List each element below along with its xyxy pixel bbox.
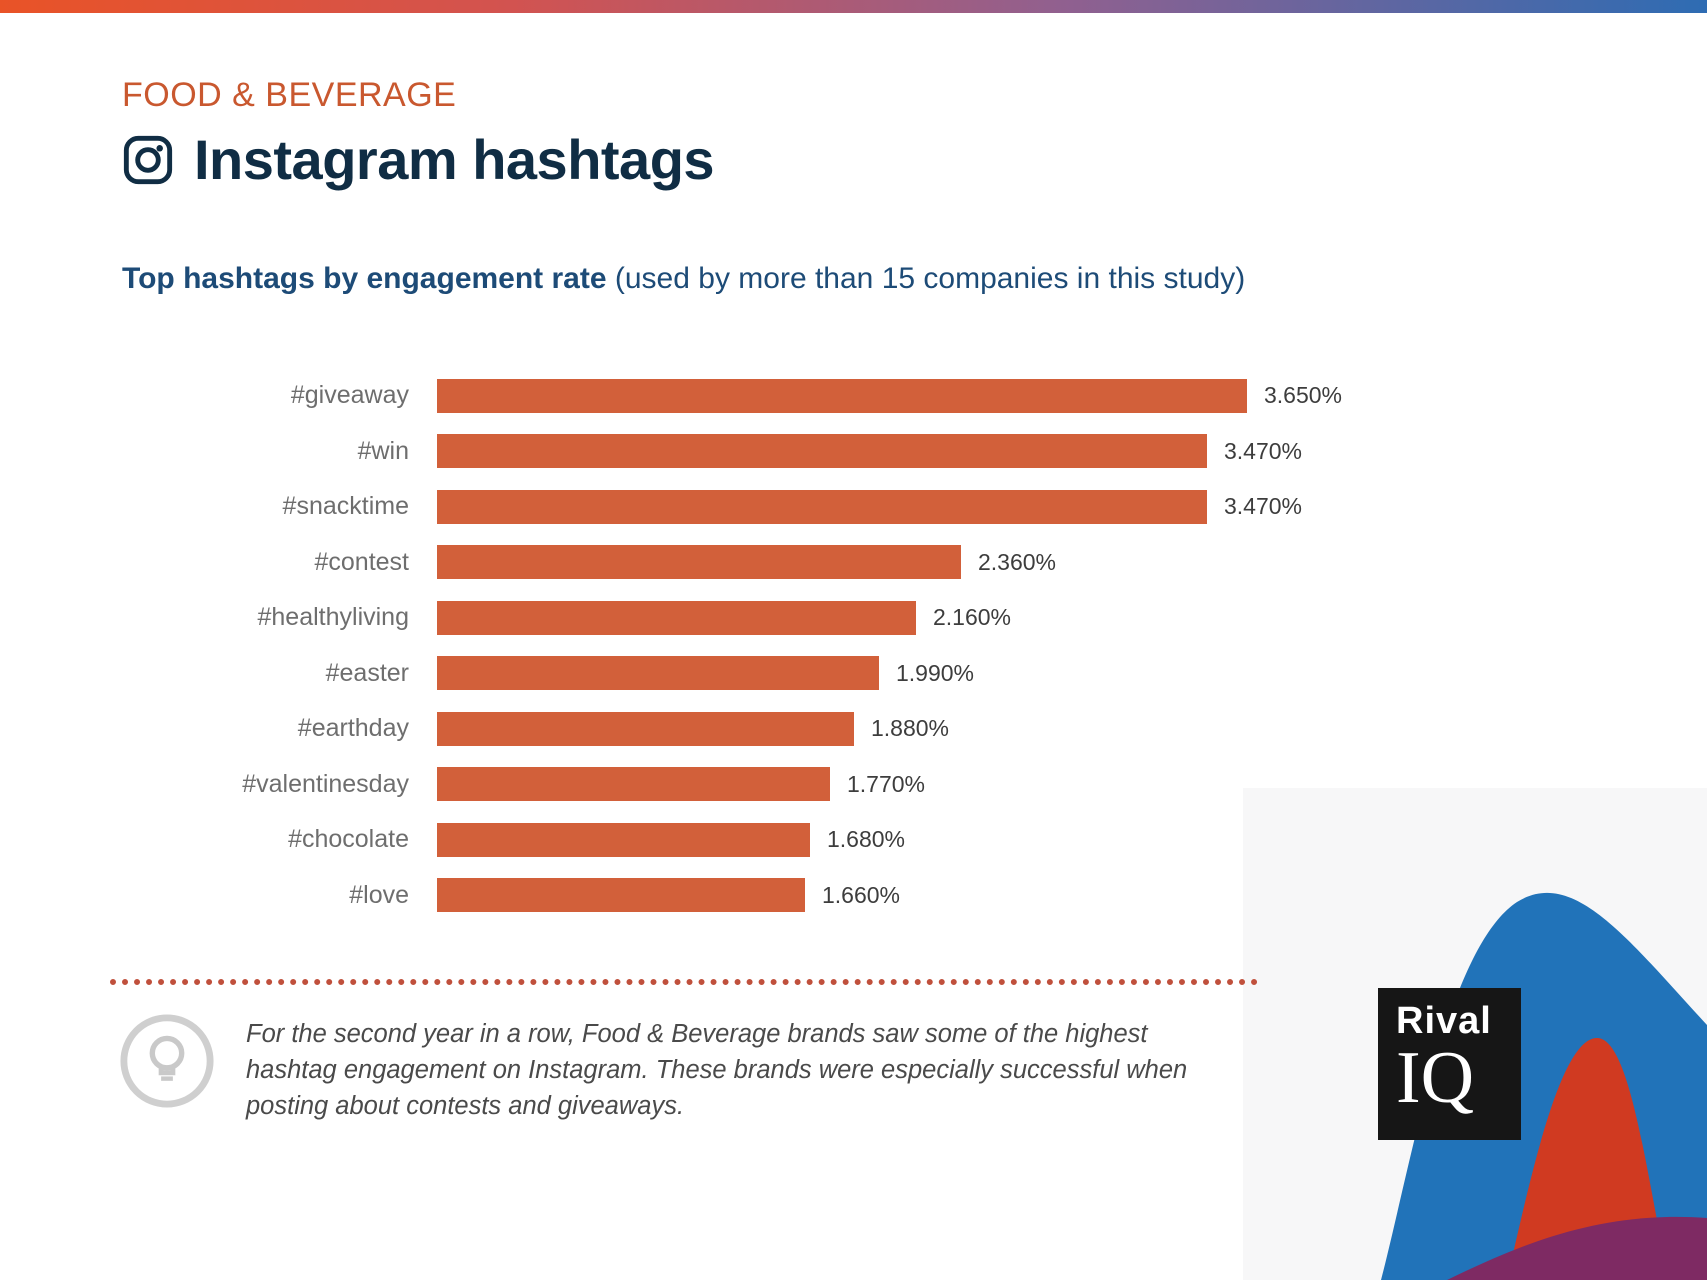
- logo-text-rival: Rival: [1396, 1000, 1492, 1042]
- hashtag-label: #giveaway: [290, 381, 409, 410]
- hashtag-label: #chocolate: [288, 825, 409, 854]
- value-label: 1.680%: [827, 826, 906, 853]
- instagram-icon: [122, 134, 174, 186]
- dotted-divider: [110, 979, 1258, 985]
- value-label: 1.660%: [822, 881, 901, 908]
- chart-row: #snacktime 3.470%: [110, 479, 1477, 535]
- chart-row: #earthday 1.880%: [110, 701, 1477, 757]
- hashtag-label: #easter: [325, 658, 409, 687]
- hashtag-label: #love: [349, 880, 409, 909]
- bar-track: 1.990%: [437, 656, 1477, 691]
- bar-track: 3.650%: [437, 378, 1477, 413]
- value-label: 1.990%: [896, 659, 975, 686]
- chart-row: #chocolate 1.680%: [110, 812, 1477, 868]
- bar-track: 2.160%: [437, 600, 1477, 635]
- value-label: 2.360%: [978, 548, 1057, 575]
- bar: [437, 378, 1247, 413]
- rivaliq-logo: Rival IQ: [1378, 988, 1521, 1140]
- bar-track: 1.680%: [437, 822, 1477, 857]
- bar-track: 3.470%: [437, 489, 1477, 524]
- bar-chart: #giveaway 3.650% #win 3.470% #snacktime 3.470…: [110, 368, 1477, 923]
- value-label: 3.470%: [1224, 493, 1303, 520]
- bar: [437, 822, 810, 857]
- chart-subtitle-bold: Top hashtags by engagement rate: [122, 262, 607, 295]
- bar: [437, 767, 830, 802]
- bar: [437, 878, 805, 913]
- chart-row: #love 1.660%: [110, 868, 1477, 924]
- hashtag-label: #snacktime: [282, 492, 409, 521]
- bar-track: 3.470%: [437, 434, 1477, 469]
- bar-track: 1.770%: [437, 767, 1477, 802]
- bar: [437, 711, 854, 746]
- bar: [437, 545, 961, 580]
- chart-subtitle: Top hashtags by engagement rate (used by…: [122, 262, 1245, 296]
- hashtag-label: #healthyliving: [257, 603, 410, 632]
- lightbulb-icon: [118, 1012, 216, 1110]
- value-label: 3.650%: [1264, 382, 1343, 409]
- hashtag-label: #valentinesday: [242, 769, 409, 798]
- top-gradient-bar: [0, 0, 1707, 13]
- category-eyebrow: FOOD & BEVERAGE: [122, 76, 457, 114]
- logo-text-iq: IQ: [1396, 1037, 1475, 1119]
- bar-track: 2.360%: [437, 545, 1477, 580]
- page-title: Instagram hashtags: [194, 128, 715, 191]
- footnote-section: For the second year in a row, Food & Bev…: [118, 1012, 1211, 1125]
- chart-row: #easter 1.990%: [110, 646, 1477, 702]
- bar: [437, 656, 879, 691]
- hashtag-label: #contest: [314, 547, 409, 576]
- hashtag-label: #win: [357, 436, 409, 465]
- chart-row: #healthyliving 2.160%: [110, 590, 1477, 646]
- value-label: 1.880%: [871, 715, 950, 742]
- footnote-text: For the second year in a row, Food & Bev…: [246, 1020, 1188, 1121]
- chart-row: #valentinesday 1.770%: [110, 757, 1477, 813]
- chart-row: #contest 2.360%: [110, 535, 1477, 591]
- chart-subtitle-rest: (used by more than 15 companies in this …: [606, 262, 1246, 295]
- chart-row: #win 3.470%: [110, 424, 1477, 480]
- bar: [437, 600, 916, 635]
- value-label: 2.160%: [933, 604, 1012, 631]
- bar-track: 1.660%: [437, 878, 1477, 913]
- bar: [437, 434, 1207, 469]
- value-label: 3.470%: [1224, 437, 1303, 464]
- hashtag-label: #earthday: [297, 714, 409, 743]
- header: FOOD & BEVERAGE Instagram hashtags: [122, 76, 715, 192]
- value-label: 1.770%: [847, 770, 926, 797]
- chart-row: #giveaway 3.650%: [110, 368, 1477, 424]
- bar: [437, 489, 1207, 524]
- bar-track: 1.880%: [437, 711, 1477, 746]
- title-row: Instagram hashtags: [122, 127, 715, 192]
